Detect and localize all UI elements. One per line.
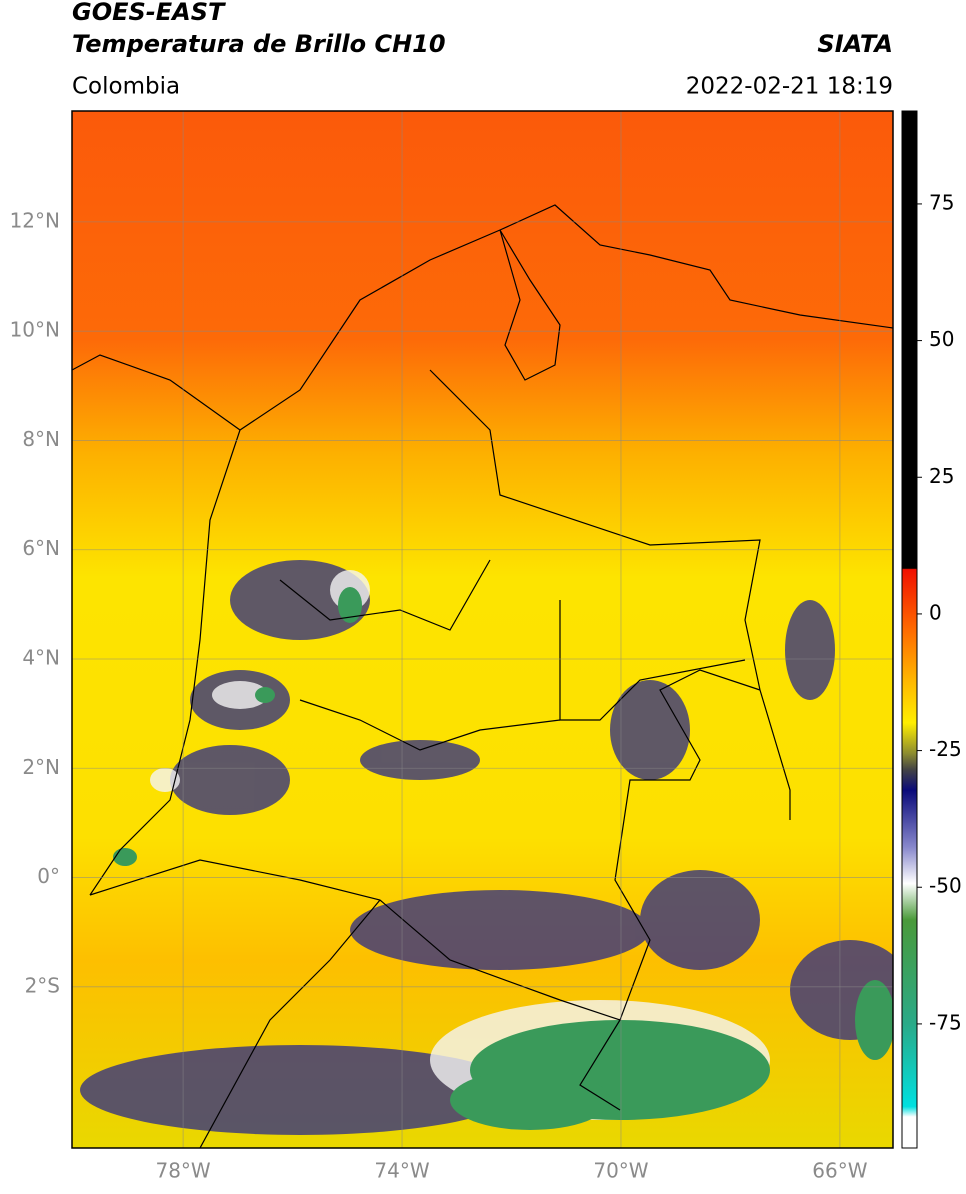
lat-tick-label: 4°N	[22, 646, 60, 670]
colorbar	[901, 110, 918, 1149]
map-image	[72, 111, 893, 1148]
subtitle: Temperatura de Brillo CH10	[72, 30, 446, 58]
source: SIATA	[817, 30, 893, 58]
lon-tick-label: 66°W	[812, 1159, 867, 1183]
lon-tick-label: 74°W	[374, 1159, 429, 1183]
lat-tick-label: 2°S	[25, 973, 60, 997]
title: GOES-EAST	[72, 0, 226, 26]
colorbar-tick-label: 75	[929, 190, 954, 214]
map-frame	[71, 110, 894, 1149]
lat-tick-label: 8°N	[22, 427, 60, 451]
colorbar-tick-label: 25	[929, 464, 954, 488]
lon-tick-label: 78°W	[155, 1159, 210, 1183]
lat-tick-label: 2°N	[22, 755, 60, 779]
lat-tick-label: 6°N	[22, 536, 60, 560]
lat-tick-label: 12°N	[10, 208, 60, 232]
datetime: 2022-02-21 18:19	[686, 74, 893, 100]
lat-tick-label: 0°	[37, 864, 60, 888]
colorbar-tick-label: -75	[929, 1010, 962, 1034]
colorbar-tick-label: -25	[929, 737, 962, 761]
lon-tick-label: 70°W	[593, 1159, 648, 1183]
colorbar-tick-label: -50	[929, 874, 962, 898]
lat-tick-label: 10°N	[10, 318, 60, 342]
region: Colombia	[72, 74, 180, 100]
colorbar-tick-label: 50	[929, 327, 954, 351]
colorbar-tick-label: 0	[929, 600, 942, 624]
